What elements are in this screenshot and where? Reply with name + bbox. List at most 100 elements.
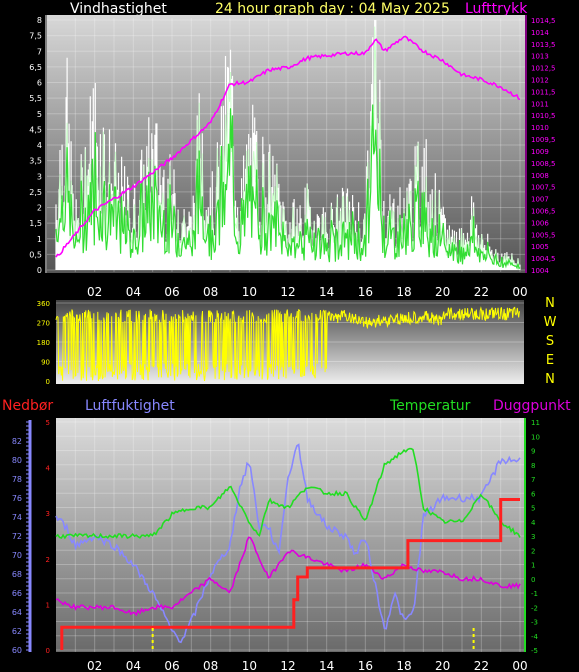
x-tick: 08	[203, 285, 218, 299]
direction-series	[55, 306, 521, 382]
y-tick-pressure: 1009,5	[531, 136, 556, 144]
y-tick-humidity: 80	[12, 456, 22, 465]
y-tick-temperature: 7	[531, 476, 535, 484]
x-tick: 10	[242, 285, 257, 299]
y-tick-temperature: 0	[531, 576, 535, 584]
y-tick-wind: 8	[37, 16, 42, 25]
y-tick-pressure: 1011	[531, 100, 549, 108]
x-tick: 14	[319, 659, 334, 672]
y-tick-temperature: -2	[531, 604, 538, 612]
rain-series	[60, 498, 520, 650]
y-tick-wind: 4	[37, 141, 42, 150]
compass-label: W	[544, 315, 557, 330]
y-tick-pressure: 1013	[531, 53, 549, 61]
x-tick: 02	[87, 285, 102, 299]
y-tick-wind: 6,5	[29, 63, 42, 72]
y-tick-temperature: 4	[531, 519, 536, 527]
y-tick-pressure: 1004	[531, 267, 549, 275]
x-tick: 18	[396, 659, 411, 672]
x-tick: 00	[512, 659, 527, 672]
y-tick-pressure: 1006	[531, 219, 549, 227]
y-tick-rain: 2	[46, 556, 50, 564]
y-tick-temperature: 8	[531, 462, 535, 470]
compass-label: E	[546, 353, 554, 368]
y-tick-pressure: 1014	[531, 29, 549, 37]
y-tick-wind: 0	[37, 266, 42, 275]
y-tick-direction: 360	[37, 300, 50, 308]
y-tick-wind: 0,5	[29, 250, 42, 259]
y-tick-temperature: -3	[531, 619, 538, 627]
y-tick-wind: 7,5	[29, 32, 42, 41]
y-tick-pressure: 1007	[531, 196, 549, 204]
x-tick: 22	[474, 659, 489, 672]
compass-label: N	[545, 372, 555, 387]
temperature-series	[55, 447, 521, 540]
y-tick-temperature: -1	[531, 590, 538, 598]
y-tick-pressure: 1007,5	[531, 184, 556, 192]
chart-title: 24 hour graph day : 04 May 2025	[215, 1, 450, 17]
legend-dewpoint: Duggpunkt	[493, 398, 571, 414]
y-tick-temperature: 11	[531, 419, 540, 427]
y-tick-temperature: 3	[531, 533, 535, 541]
legend-temperature: Temperatur	[389, 398, 471, 414]
humidity-series	[55, 443, 521, 644]
y-tick-rain: 1	[46, 601, 50, 609]
y-tick-wind: 4,5	[29, 125, 42, 134]
y-tick-pressure: 1004,5	[531, 255, 556, 263]
x-tick: 04	[126, 659, 141, 672]
y-tick-direction: 270	[37, 320, 50, 328]
y-tick-pressure: 1006,5	[531, 207, 556, 215]
y-tick-wind: 3	[37, 172, 42, 181]
y-tick-humidity: 66	[12, 589, 22, 598]
y-tick-humidity: 76	[12, 494, 22, 503]
y-tick-temperature: -4	[531, 633, 539, 641]
y-tick-direction: 0	[46, 378, 50, 386]
y-tick-wind: 6	[37, 79, 42, 88]
y-tick-humidity: 60	[12, 646, 22, 655]
y-tick-temperature: 1	[531, 562, 535, 570]
x-tick: 00	[512, 285, 527, 299]
x-tick: 20	[435, 659, 450, 672]
y-tick-humidity: 78	[12, 475, 22, 484]
y-tick-direction: 180	[37, 339, 50, 347]
x-tick: 12	[280, 285, 295, 299]
compass-label: S	[546, 334, 554, 349]
y-tick-temperature: 9	[531, 448, 535, 456]
y-tick-pressure: 1011,5	[531, 88, 556, 96]
y-tick-wind: 2	[37, 204, 42, 213]
x-tick: 16	[358, 285, 373, 299]
y-tick-pressure: 1014,5	[531, 17, 556, 25]
legend-humidity: Luftfuktighet	[85, 398, 175, 414]
y-tick-humidity: 62	[12, 627, 22, 636]
y-tick-humidity: 72	[12, 532, 22, 541]
x-tick: 20	[435, 285, 450, 299]
y-tick-wind: 5	[37, 110, 42, 119]
pressure-title: Lufttrykk	[465, 1, 528, 17]
pressure-series	[55, 35, 521, 258]
y-tick-pressure: 1012	[531, 77, 549, 85]
x-tick: 10	[242, 659, 257, 672]
y-tick-pressure: 1005	[531, 243, 549, 251]
x-tick: 06	[164, 285, 179, 299]
y-tick-wind: 7	[37, 47, 42, 56]
y-tick-pressure: 1008	[531, 172, 549, 180]
y-tick-rain: 3	[46, 510, 50, 518]
x-tick: 02	[87, 659, 102, 672]
wind-avg-series	[55, 104, 521, 270]
compass-label: N	[545, 296, 555, 311]
x-tick: 16	[358, 659, 373, 672]
x-tick: 18	[396, 285, 411, 299]
y-tick-direction: 90	[41, 359, 50, 367]
x-tick: 08	[203, 659, 218, 672]
y-tick-wind: 5,5	[29, 94, 42, 103]
y-tick-rain: 4	[46, 465, 51, 473]
wind-title: Vindhastighet	[70, 1, 167, 17]
y-tick-pressure: 1012,5	[531, 65, 556, 73]
y-tick-humidity: 82	[12, 437, 22, 446]
x-tick: 06	[164, 659, 179, 672]
y-tick-temperature: 2	[531, 547, 535, 555]
y-tick-rain: 5	[46, 419, 50, 427]
y-tick-pressure: 1005,5	[531, 231, 556, 239]
y-tick-pressure: 1010	[531, 124, 549, 132]
